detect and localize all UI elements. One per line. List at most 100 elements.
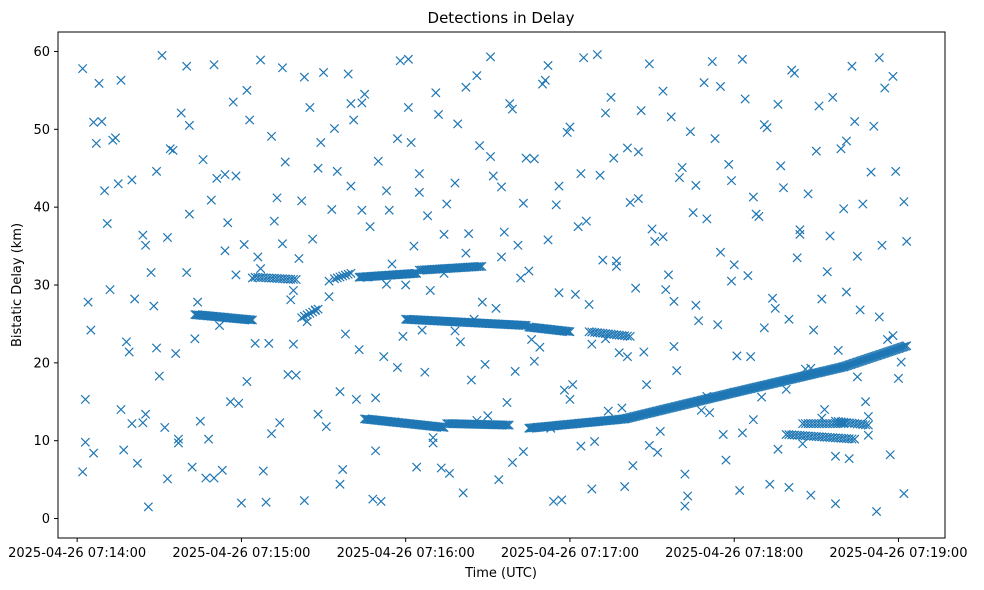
data-point <box>80 394 91 405</box>
data-point <box>518 320 529 330</box>
data-point <box>680 501 690 511</box>
data-point <box>841 287 852 297</box>
data-point <box>239 239 249 250</box>
data-point <box>105 285 115 295</box>
y-tick-label: 10 <box>33 434 50 449</box>
data-point <box>737 428 748 438</box>
data-point <box>693 316 704 326</box>
data-point <box>231 171 241 181</box>
data-point <box>902 236 912 247</box>
data-point <box>565 327 575 337</box>
data-point <box>198 155 208 165</box>
data-point <box>715 81 726 92</box>
data-point <box>518 198 529 208</box>
data-point <box>781 384 791 394</box>
data-point <box>217 465 227 475</box>
data-point <box>86 325 96 335</box>
data-point <box>644 59 654 69</box>
data-point <box>157 50 167 60</box>
data-point <box>299 72 310 82</box>
data-point <box>622 143 633 153</box>
data-point <box>707 56 717 67</box>
data-point <box>384 205 394 215</box>
data-point <box>888 71 898 81</box>
data-point <box>184 120 195 131</box>
data-point <box>636 106 646 116</box>
data-point <box>338 464 348 475</box>
data-point <box>748 192 758 202</box>
data-point <box>900 341 910 351</box>
data-point <box>496 252 507 262</box>
data-point <box>641 380 652 390</box>
data-point <box>236 498 247 508</box>
data-point <box>182 267 192 278</box>
data-point <box>209 60 219 70</box>
data-point <box>852 372 863 382</box>
data-point <box>806 490 816 500</box>
data-point <box>324 292 334 302</box>
data-point <box>507 457 518 468</box>
data-point <box>729 260 739 270</box>
data-point <box>488 171 498 181</box>
data-point <box>888 330 898 341</box>
data-point <box>275 418 285 428</box>
data-point <box>357 98 367 108</box>
data-point <box>78 63 88 74</box>
data-point <box>732 351 742 361</box>
data-point <box>819 404 830 415</box>
data-point <box>743 271 753 281</box>
data-point <box>453 119 463 129</box>
x-tick-label: 2025-04-26 07:18:00 <box>665 546 803 561</box>
data-point <box>458 488 468 498</box>
data-point <box>335 387 345 397</box>
data-point <box>266 131 277 141</box>
data-point <box>598 255 608 265</box>
data-point <box>548 496 559 507</box>
data-point <box>899 342 909 352</box>
data-point <box>863 411 873 422</box>
data-point <box>828 92 838 103</box>
data-point <box>379 351 389 362</box>
data-point <box>335 272 345 282</box>
data-point <box>140 409 151 419</box>
data-point <box>127 175 137 185</box>
data-point <box>529 154 539 164</box>
data-point <box>502 420 513 430</box>
x-tick-label: 2025-04-26 07:15:00 <box>172 546 310 561</box>
data-point <box>863 430 873 440</box>
data-point <box>871 506 882 517</box>
data-point <box>770 303 780 313</box>
data-point <box>242 376 252 387</box>
data-point <box>798 439 808 449</box>
data-point <box>537 79 548 89</box>
data-point <box>680 469 690 479</box>
data-point <box>767 293 778 303</box>
data-point <box>354 344 364 355</box>
x-tick-label: 2025-04-26 07:17:00 <box>501 546 639 561</box>
data-point <box>691 180 701 190</box>
y-axis-label: Bistatic Delay (km) <box>10 223 25 347</box>
data-point <box>310 305 320 316</box>
data-point <box>860 420 871 430</box>
data-point <box>132 458 143 468</box>
data-point <box>220 169 230 180</box>
data-point <box>600 108 611 118</box>
data-point <box>502 397 512 408</box>
data-point <box>874 312 884 322</box>
data-point <box>658 86 668 96</box>
data-point <box>554 181 564 191</box>
data-point <box>737 54 748 64</box>
data-point <box>817 294 827 304</box>
data-point <box>874 53 884 63</box>
data-point <box>398 331 408 342</box>
data-point <box>507 104 518 114</box>
data-point <box>746 351 756 362</box>
data-point <box>704 408 715 418</box>
data-point <box>748 415 758 425</box>
data-point <box>581 216 591 226</box>
data-point <box>97 116 107 127</box>
data-point <box>866 167 876 177</box>
data-point <box>154 371 164 381</box>
data-point <box>258 466 268 476</box>
data-point <box>899 489 909 499</box>
